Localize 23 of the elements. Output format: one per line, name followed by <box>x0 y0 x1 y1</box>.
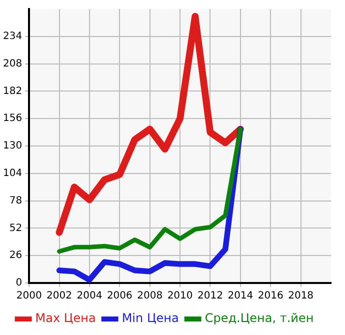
legend-label: Сред.Цена, т.йен <box>204 311 314 326</box>
legend-label: Min Цена <box>122 311 179 326</box>
x-tick-label: 2010 <box>167 290 193 302</box>
y-tick-label: 234 <box>2 30 22 42</box>
x-tick-label: 2006 <box>106 290 132 302</box>
x-tick-label: 2016 <box>258 290 284 302</box>
y-tick-label: 182 <box>2 86 22 97</box>
x-tick-label: 2018 <box>288 290 314 302</box>
y-tick-label: 78 <box>9 195 22 206</box>
y-tick-label: 26 <box>9 250 22 262</box>
x-tick-label: 2000 <box>16 290 42 302</box>
y-tick-label: 130 <box>2 140 22 152</box>
y-tick-label: 208 <box>2 58 22 70</box>
x-tick-label: 2014 <box>228 290 254 302</box>
y-tick-label: 52 <box>9 222 22 234</box>
x-tick-label: 2002 <box>46 290 72 302</box>
x-tick-label: 2004 <box>76 290 102 302</box>
y-tick-label: 104 <box>2 168 22 179</box>
y-tick-label: 156 <box>2 113 22 124</box>
legend-label: Max Цена <box>35 311 96 326</box>
y-tick-label: 0 <box>16 278 22 289</box>
x-tick-label: 2012 <box>198 290 223 302</box>
x-tick-label: 2008 <box>137 290 163 302</box>
